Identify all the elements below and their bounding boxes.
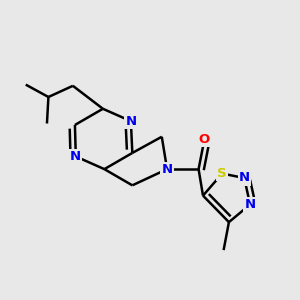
Text: N: N xyxy=(125,115,136,128)
Text: N: N xyxy=(239,172,250,184)
Text: N: N xyxy=(244,198,256,211)
Text: O: O xyxy=(199,133,210,146)
Text: N: N xyxy=(70,150,81,163)
Text: S: S xyxy=(217,167,227,180)
Text: N: N xyxy=(161,163,172,176)
